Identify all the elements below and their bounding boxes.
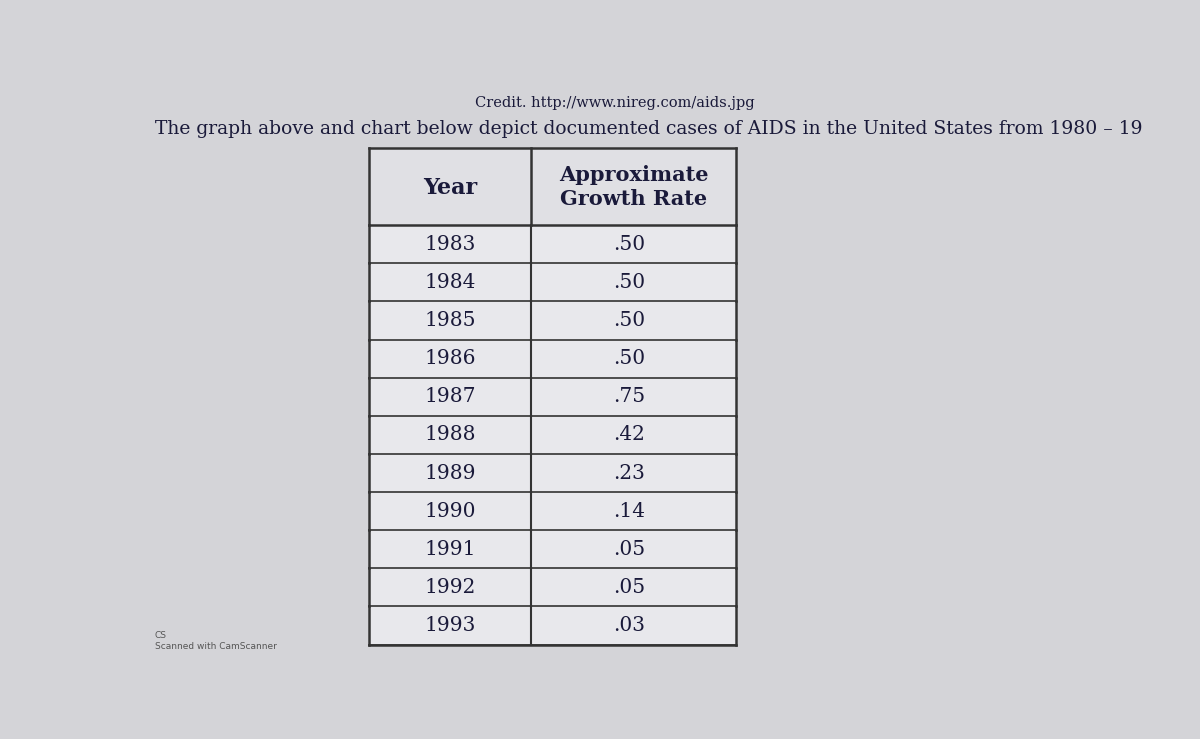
Bar: [368, 263, 532, 302]
Text: .14: .14: [613, 502, 646, 521]
Bar: [368, 302, 532, 340]
Bar: [532, 225, 736, 263]
Text: 1989: 1989: [424, 463, 475, 483]
Bar: [532, 340, 736, 378]
Text: .42: .42: [613, 426, 646, 444]
Text: 1988: 1988: [424, 426, 475, 444]
Text: The graph above and chart below depict documented cases of AIDS in the United St: The graph above and chart below depict d…: [155, 120, 1142, 138]
Text: .50: .50: [613, 311, 646, 330]
Bar: [532, 531, 736, 568]
Text: .50: .50: [613, 235, 646, 253]
Text: Year: Year: [422, 177, 476, 200]
Text: .75: .75: [613, 387, 646, 406]
Text: 1987: 1987: [424, 387, 475, 406]
Text: 1990: 1990: [424, 502, 475, 521]
Text: .50: .50: [613, 350, 646, 368]
Bar: [368, 568, 532, 607]
Text: 1986: 1986: [424, 350, 475, 368]
Text: CS
Scanned with CamScanner: CS Scanned with CamScanner: [155, 632, 276, 651]
Text: .50: .50: [613, 273, 646, 292]
Bar: [532, 454, 736, 492]
Bar: [368, 225, 532, 263]
Bar: [532, 416, 736, 454]
Text: 1984: 1984: [425, 273, 475, 292]
Text: 1992: 1992: [425, 578, 475, 597]
Bar: [368, 531, 532, 568]
Text: 1991: 1991: [424, 539, 475, 559]
Text: .05: .05: [613, 578, 646, 597]
Bar: [532, 378, 736, 416]
Text: Approximate
Growth Rate: Approximate Growth Rate: [559, 165, 708, 209]
Bar: [368, 340, 532, 378]
Text: 1993: 1993: [425, 616, 475, 635]
Text: Credit. http://www.nireg.com/aids.jpg: Credit. http://www.nireg.com/aids.jpg: [475, 95, 755, 109]
Text: .05: .05: [613, 539, 646, 559]
Text: .03: .03: [613, 616, 646, 635]
Bar: [532, 568, 736, 607]
Bar: [368, 454, 532, 492]
Text: .23: .23: [613, 463, 646, 483]
Bar: [368, 378, 532, 416]
Bar: [532, 492, 736, 531]
Bar: [532, 263, 736, 302]
Bar: [368, 416, 532, 454]
Bar: [532, 302, 736, 340]
Text: 1985: 1985: [424, 311, 475, 330]
Text: 1983: 1983: [425, 235, 475, 253]
Bar: [368, 492, 532, 531]
Bar: [532, 607, 736, 644]
Bar: [368, 607, 532, 644]
